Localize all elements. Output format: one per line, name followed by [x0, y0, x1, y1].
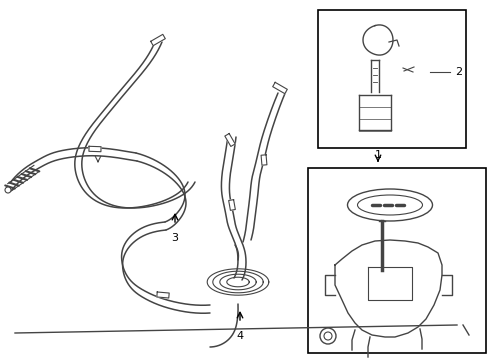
Polygon shape [261, 155, 266, 165]
Polygon shape [228, 200, 235, 210]
Bar [307, 168, 485, 353]
Polygon shape [150, 34, 165, 46]
Circle shape [319, 328, 335, 344]
Text: 4: 4 [236, 331, 243, 341]
Text: 2: 2 [454, 67, 461, 77]
Polygon shape [224, 134, 235, 147]
Polygon shape [334, 240, 441, 337]
Text: 1: 1 [374, 150, 381, 160]
Polygon shape [157, 292, 169, 298]
Bar [317, 10, 465, 148]
Ellipse shape [347, 189, 431, 221]
Polygon shape [272, 82, 287, 94]
Polygon shape [89, 146, 101, 152]
Text: 3: 3 [171, 233, 178, 243]
Polygon shape [362, 25, 392, 55]
Circle shape [324, 332, 331, 340]
Ellipse shape [357, 195, 422, 215]
Circle shape [5, 187, 11, 193]
